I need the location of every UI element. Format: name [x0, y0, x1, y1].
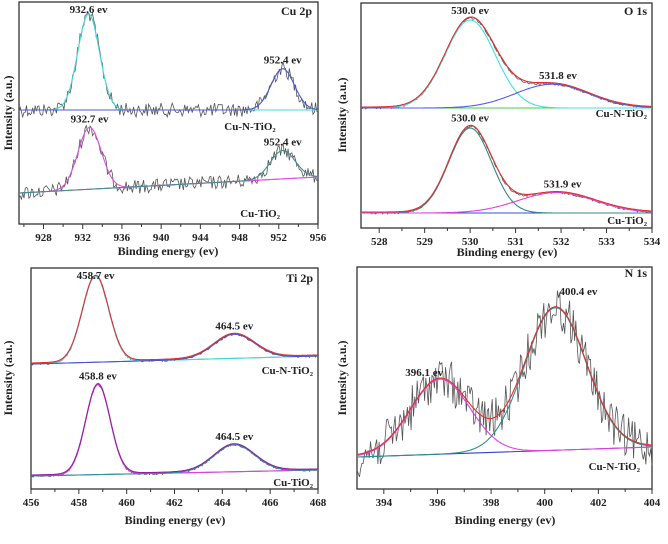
x-tick-label: 466	[262, 497, 279, 509]
panel-title: Ti 2p	[286, 271, 313, 285]
panel-title: Cu 2p	[281, 4, 312, 18]
x-tick-label: 932	[74, 232, 91, 244]
envelope-fit-line	[361, 124, 652, 213]
sample-label: Cu-N-TiO₂	[589, 461, 641, 473]
x-tick-label: 944	[192, 232, 209, 244]
peak-label: 458.8 ev	[79, 371, 117, 383]
peak-label: 458.7 ev	[77, 270, 115, 282]
fitted-peak-line	[18, 149, 319, 194]
x-tick-label: 952	[271, 232, 288, 244]
fitted-peak-line	[19, 68, 319, 111]
peak-label: 530.0 ev	[451, 112, 489, 124]
plot-frame	[360, 2, 653, 229]
fitted-peak-line	[361, 83, 652, 109]
x-tick-label: 534	[644, 236, 661, 248]
x-tick-label: 400	[536, 497, 553, 509]
y-axis-label: Intensity (a.u.)	[1, 75, 15, 150]
plot-frame	[30, 267, 319, 490]
x-tick-label: 529	[416, 236, 433, 248]
x-tick-label: 468	[310, 497, 327, 509]
fitted-peak-line	[31, 275, 318, 365]
sample-label: Cu-N-TiO₂	[596, 108, 648, 120]
x-tick-label: 530	[462, 236, 479, 248]
x-tick-label: 532	[553, 236, 570, 248]
peak-label: 531.8 ev	[539, 70, 577, 82]
panel-cu-2p: Cu 2p Binding energy (ev) Intensity (a.u…	[1, 1, 327, 258]
fitted-peak-line	[31, 444, 318, 477]
fitted-peak-line	[356, 378, 652, 457]
plot-frame	[356, 266, 653, 490]
x-tick-label: 928	[35, 232, 52, 244]
fitted-peak-line	[361, 192, 652, 214]
y-axis-label: Intensity (a.u.)	[1, 340, 15, 415]
x-tick-label: 456	[23, 497, 40, 509]
x-tick-label: 464	[214, 497, 231, 509]
peak-label: 530.0 ev	[451, 5, 489, 17]
x-tick-label: 936	[114, 232, 131, 244]
panel-ti-2p: Ti 2p Binding energy (ev) Intensity (a.u…	[1, 267, 327, 527]
peak-label: 932.7 ev	[71, 113, 109, 125]
peak-label: 952.4 ev	[264, 55, 302, 67]
raw-spectrum-line	[30, 274, 319, 366]
plot-frame	[18, 1, 319, 225]
x-tick-label: 460	[118, 497, 135, 509]
raw-spectrum-line	[360, 16, 653, 110]
sample-label: Cu-TiO₂	[240, 208, 280, 220]
fitted-peak-line	[357, 307, 653, 458]
y-axis-label: Intensity (a.u.)	[335, 77, 349, 152]
x-tick-label: 528	[371, 236, 388, 248]
fitted-peak-line	[31, 333, 318, 365]
raw-spectrum-line	[360, 125, 653, 215]
panel-o-1s: O 1s Binding energy (ev) Intensity (a.u.…	[335, 2, 661, 259]
x-axis-label: Binding energy (ev)	[125, 513, 226, 527]
x-tick-label: 940	[153, 232, 170, 244]
fitted-peak-line	[361, 19, 652, 109]
peak-label: 932.6 ev	[70, 4, 108, 16]
y-axis-label: Intensity (a.u.)	[335, 340, 349, 415]
peak-label: 952.4 ev	[264, 137, 302, 149]
panel-n-1s: N 1s Binding energy (ev) Intensity (a.u.…	[335, 266, 661, 527]
sample-label: Cu-TiO₂	[273, 477, 313, 489]
envelope-fit-line	[361, 16, 652, 108]
x-tick-label: 396	[429, 497, 446, 509]
sample-label: Cu-N-TiO₂	[224, 121, 276, 133]
raw-spectrum-line	[356, 290, 653, 478]
x-tick-label: 533	[598, 236, 615, 248]
x-tick-label: 948	[231, 232, 248, 244]
envelope-fit-line	[356, 306, 653, 456]
x-tick-label: 402	[590, 497, 607, 509]
x-tick-label: 398	[483, 497, 500, 509]
x-axis-label: Binding energy (ev)	[118, 244, 219, 258]
peak-label: 464.5 ev	[215, 320, 253, 332]
x-tick-label: 531	[507, 236, 524, 248]
envelope-fit-line	[31, 383, 318, 476]
x-tick-label: 458	[71, 497, 88, 509]
sample-label: Cu-N-TiO₂	[262, 365, 314, 377]
x-axis-label: Binding energy (ev)	[455, 513, 556, 527]
sample-label: Cu-TiO₂	[607, 215, 647, 227]
x-tick-label: 956	[310, 232, 327, 244]
peak-label: 464.5 ev	[215, 431, 253, 443]
peak-label: 400.4 ev	[559, 286, 597, 298]
x-tick-label: 404	[644, 497, 661, 509]
x-axis-label: Binding energy (ev)	[457, 245, 558, 259]
panel-title: N 1s	[625, 266, 648, 280]
peak-label: 396.1 ev	[405, 367, 443, 379]
peak-label: 531.9 ev	[544, 179, 582, 191]
fitted-peak-line	[361, 127, 652, 214]
envelope-fit-line	[31, 274, 318, 364]
x-tick-label: 462	[166, 497, 183, 509]
x-tick-label: 394	[376, 497, 393, 509]
panel-title: O 1s	[624, 4, 647, 18]
